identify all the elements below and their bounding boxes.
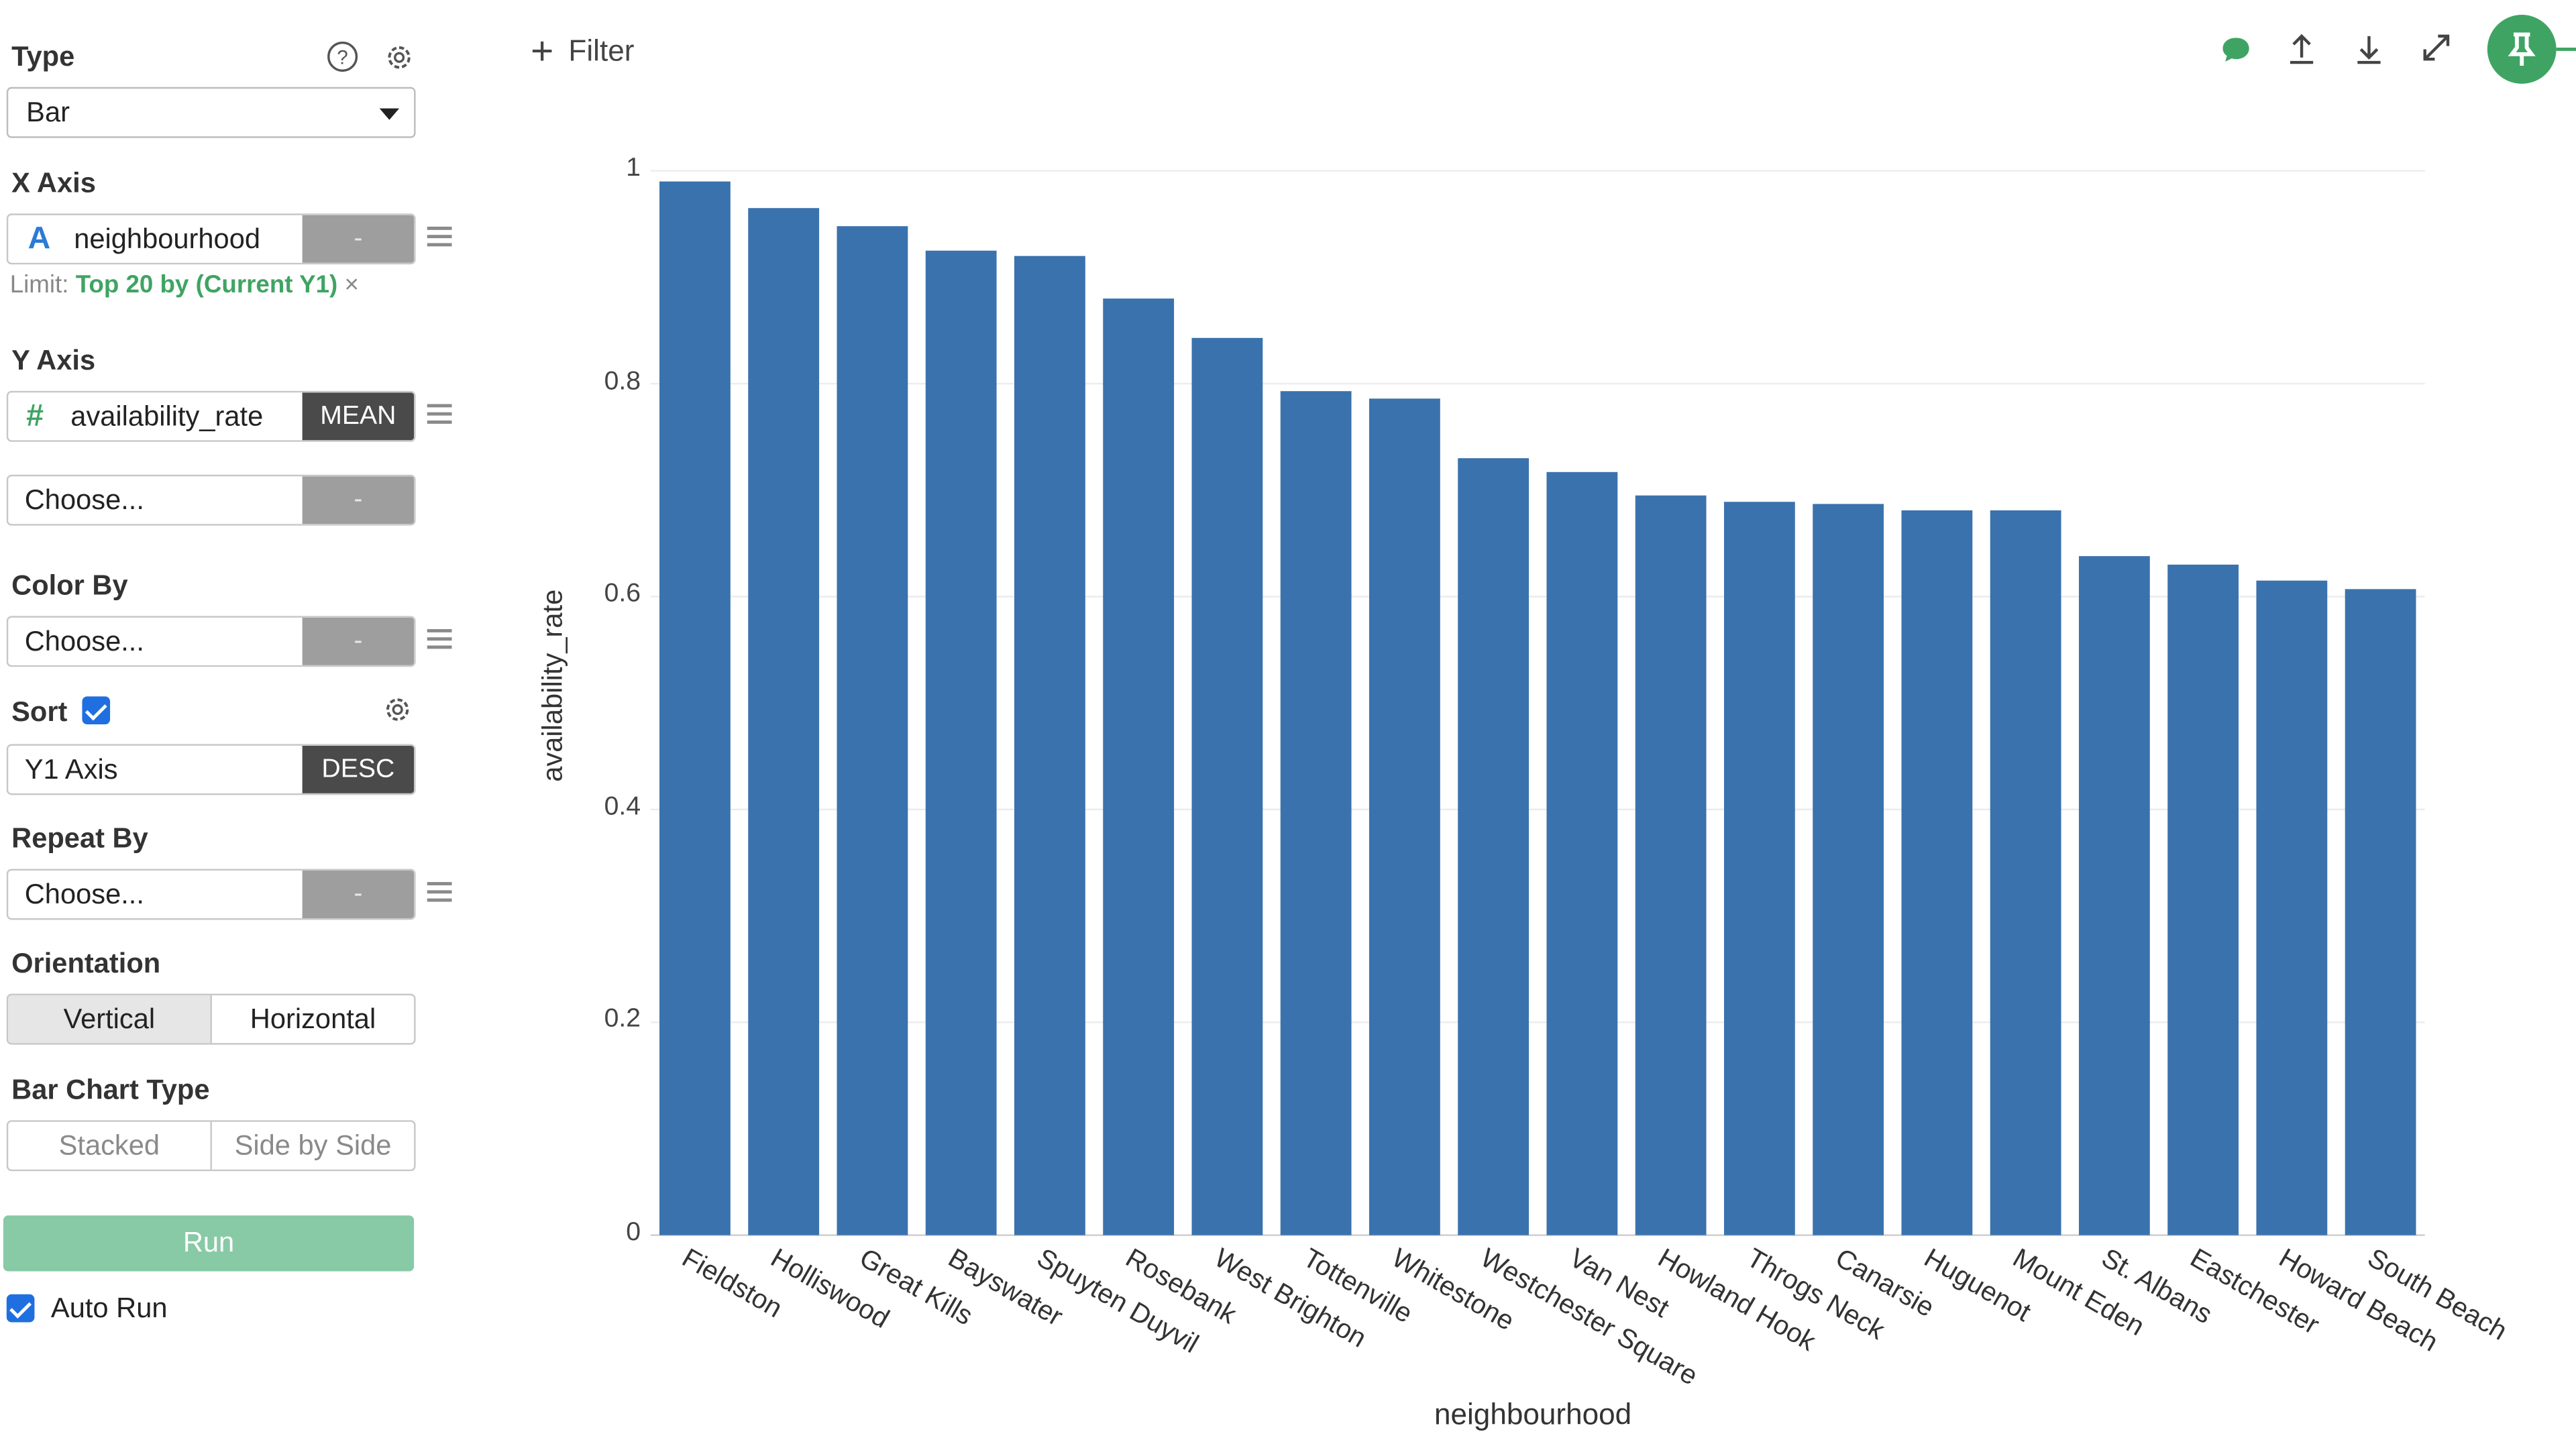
x-axis-label: X Axis [11,167,96,199]
bar[interactable] [1635,495,1707,1235]
y-field-name: availability_rate [70,400,264,433]
limit-prefix: Limit: [9,271,69,299]
download-icon[interactable] [2353,32,2385,68]
auto-run-label: Auto Run [50,1292,168,1324]
filter-button[interactable]: + Filter [531,30,634,76]
bar[interactable] [2078,556,2150,1235]
y-tick-label: 0.4 [604,793,641,822]
run-button[interactable]: Run [3,1215,415,1272]
pin-icon [2508,32,2536,66]
bar[interactable] [1368,398,1440,1235]
sort-field-name: Y1 Axis [24,754,118,785]
orientation-vertical-option[interactable]: Vertical [8,995,212,1044]
orientation-label: Orientation [11,948,161,979]
y-aggregation-button[interactable]: MEAN [302,392,415,441]
bar[interactable] [837,226,908,1235]
y2-aggregation-button[interactable]: - [302,476,415,524]
x-limit: Limit: Top 20 by (Current Y1) × [10,271,359,299]
bar[interactable] [1280,391,1352,1235]
sort-field[interactable]: Y1 Axis DESC [6,744,416,795]
bar[interactable] [659,181,731,1235]
plus-icon: + [531,30,554,74]
svg-text:?: ? [337,47,347,69]
bar-type-side-by-side-option[interactable]: Side by Side [234,1129,392,1162]
bar[interactable] [1191,337,1263,1235]
repeat-by-placeholder: Choose... [24,879,144,910]
y2-placeholder: Choose... [24,484,144,516]
x-field-name: neighbourhood [74,223,261,255]
pin-button[interactable] [2487,15,2557,84]
bar[interactable] [748,208,820,1235]
x-axis-title: neighbourhood [1434,1398,1632,1431]
y-axis-field[interactable]: # availability_rate MEAN [6,390,416,442]
bar[interactable] [1901,510,1973,1235]
x-axis-field[interactable]: A neighbourhood - [6,213,416,265]
limit-value[interactable]: Top 20 by (Current Y1) [75,271,338,299]
help-icon[interactable]: ? [327,41,358,72]
sort-checkbox[interactable] [82,696,111,725]
color-by-menu-icon[interactable] [427,628,452,655]
bar-type-stacked-option[interactable]: Stacked [8,1121,212,1170]
filter-label: Filter [568,34,635,68]
color-by-placeholder: Choose... [24,626,144,657]
gear-icon[interactable] [383,41,416,74]
x-aggregation-button[interactable]: - [302,215,415,263]
bar[interactable] [1990,510,2061,1235]
text-type-icon: A [28,221,51,257]
y-tick-label: 0.8 [604,367,641,396]
y-tick-label: 0.6 [604,579,641,608]
y-axis-label: Y Axis [11,345,96,376]
y-tick-label: 0.2 [604,1005,641,1034]
repeat-by-menu-icon[interactable] [427,882,452,907]
orientation-horizontal-option[interactable]: Horizontal [250,1003,376,1035]
auto-run-checkbox[interactable] [6,1294,35,1323]
bar[interactable] [1103,298,1175,1235]
bar[interactable] [1458,458,1529,1235]
bar[interactable] [1014,256,1085,1235]
bar[interactable] [1813,504,1884,1235]
orientation-toggle[interactable]: Vertical Horizontal [6,993,416,1045]
y-tick-label: 1 [626,154,641,182]
chart-type-value: Bar [26,97,70,129]
caret-down-icon [379,108,400,120]
sort-direction-button[interactable]: DESC [302,745,415,793]
y-axis-menu-icon[interactable] [427,404,452,429]
type-label: Type [11,41,75,72]
expand-icon[interactable] [2420,32,2453,64]
color-by-field[interactable]: Choose... - [6,616,416,667]
number-type-icon: # [26,399,44,434]
y-axis-title: availability_rate [537,589,569,782]
sort-label: Sort [11,696,68,728]
y-tick-label: 0 [626,1219,641,1247]
limit-remove-icon[interactable]: × [344,271,359,299]
bar[interactable] [1546,471,1618,1235]
bar[interactable] [925,250,997,1235]
sort-settings-gear-icon[interactable] [381,693,414,726]
bar[interactable] [1723,502,1795,1235]
x-axis-menu-icon[interactable] [427,226,452,252]
bar[interactable] [2256,580,2328,1235]
repeat-by-aggregation-button[interactable]: - [302,870,415,918]
repeat-by-field[interactable]: Choose... - [6,869,416,920]
bar-chart-type-toggle[interactable]: Stacked Side by Side [6,1120,416,1172]
bar[interactable] [2345,589,2416,1235]
y2-axis-field[interactable]: Choose... - [6,474,416,526]
color-by-label: Color By [11,569,128,602]
bar-chart-type-label: Bar Chart Type [11,1074,210,1106]
chart-type-select[interactable]: Bar [6,87,416,138]
repeat-by-label: Repeat By [11,822,148,854]
bar[interactable] [2167,564,2239,1235]
color-by-aggregation-button[interactable]: - [302,617,415,665]
upload-icon[interactable] [2286,32,2318,68]
panel-edge-line [2556,48,2576,51]
comment-icon[interactable] [2220,33,2253,66]
